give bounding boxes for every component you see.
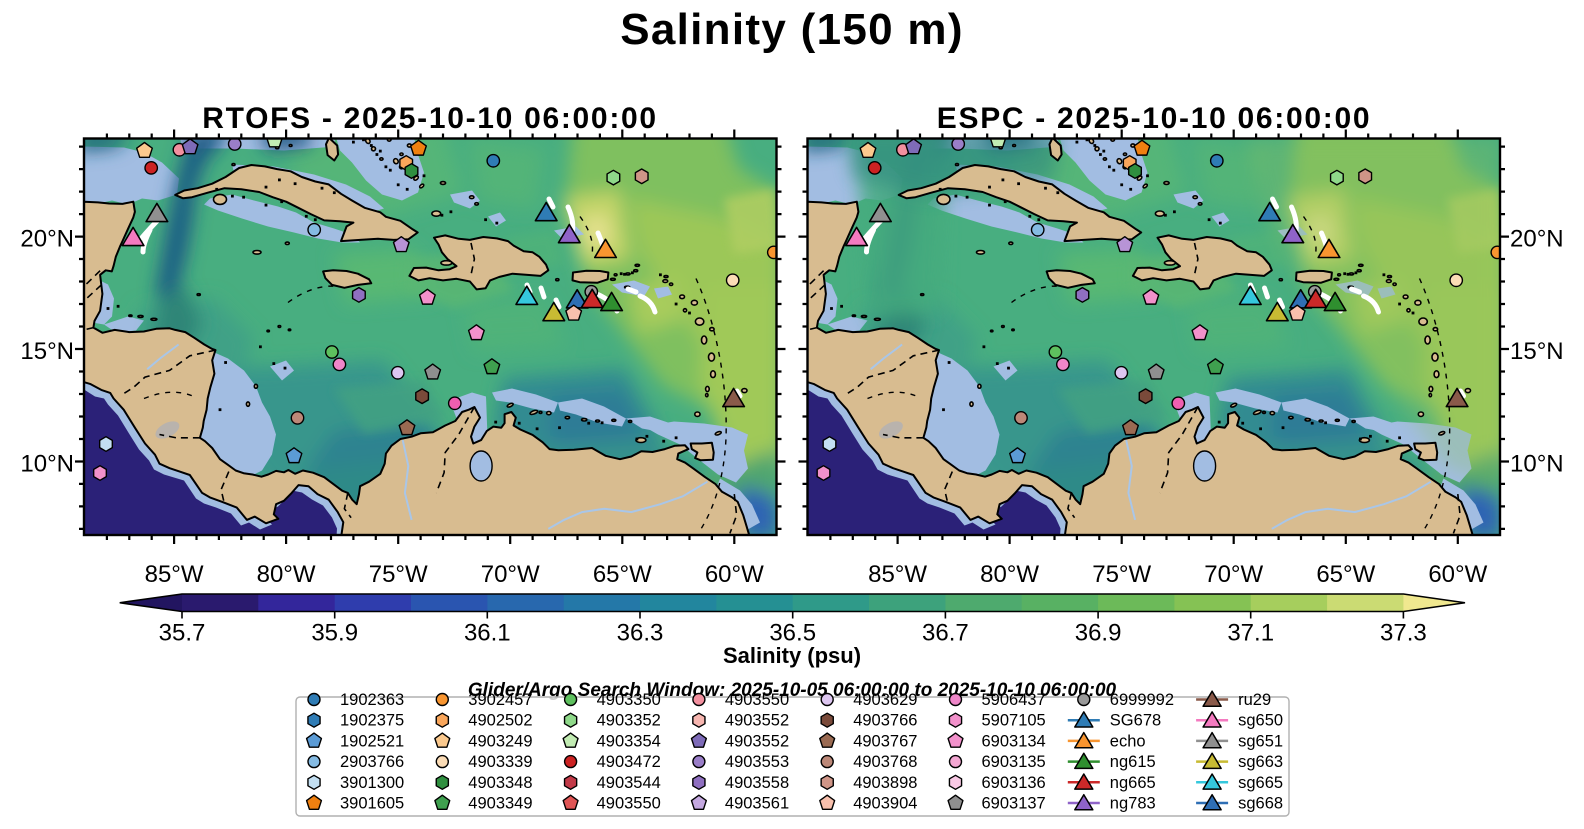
- svg-text:6903137: 6903137: [982, 795, 1046, 813]
- svg-text:36.7: 36.7: [922, 620, 969, 647]
- svg-text:Salinity (150 m): Salinity (150 m): [620, 5, 964, 54]
- svg-text:60°W: 60°W: [1428, 561, 1487, 588]
- svg-text:4903249: 4903249: [468, 732, 532, 750]
- svg-text:10°N: 10°N: [1510, 451, 1564, 478]
- svg-text:36.3: 36.3: [617, 620, 664, 647]
- svg-text:4903550: 4903550: [597, 795, 661, 813]
- svg-text:Salinity (psu): Salinity (psu): [723, 643, 861, 668]
- svg-text:ru29: ru29: [1238, 691, 1271, 709]
- svg-text:sg663: sg663: [1238, 753, 1283, 771]
- svg-text:4903354: 4903354: [597, 732, 661, 750]
- svg-text:60°W: 60°W: [705, 561, 764, 588]
- svg-text:4903629: 4903629: [853, 691, 917, 709]
- svg-text:35.7: 35.7: [159, 620, 206, 647]
- svg-text:10°N: 10°N: [20, 451, 74, 478]
- svg-text:20°N: 20°N: [1510, 226, 1564, 253]
- svg-text:ng783: ng783: [1110, 795, 1156, 813]
- svg-text:ng665: ng665: [1110, 774, 1156, 792]
- svg-text:4903904: 4903904: [853, 795, 917, 813]
- svg-text:4902502: 4902502: [468, 712, 532, 730]
- svg-text:37.1: 37.1: [1227, 620, 1274, 647]
- svg-text:4903472: 4903472: [597, 753, 661, 771]
- svg-text:15°N: 15°N: [1510, 338, 1564, 365]
- svg-text:65°W: 65°W: [1316, 561, 1375, 588]
- svg-text:SG678: SG678: [1110, 712, 1161, 730]
- svg-text:sg651: sg651: [1238, 732, 1283, 750]
- svg-text:4903768: 4903768: [853, 753, 917, 771]
- svg-text:1902521: 1902521: [340, 732, 404, 750]
- svg-text:36.5: 36.5: [769, 620, 816, 647]
- svg-text:3901300: 3901300: [340, 774, 404, 792]
- svg-text:4903350: 4903350: [597, 691, 661, 709]
- svg-text:6903136: 6903136: [982, 774, 1046, 792]
- svg-text:4903339: 4903339: [468, 753, 532, 771]
- svg-text:4903767: 4903767: [853, 732, 917, 750]
- svg-text:4903550: 4903550: [725, 691, 789, 709]
- svg-text:4903898: 4903898: [853, 774, 917, 792]
- svg-text:sg668: sg668: [1238, 795, 1283, 813]
- svg-text:1902363: 1902363: [340, 691, 404, 709]
- svg-text:4903558: 4903558: [725, 774, 789, 792]
- svg-text:ESPC - 2025-10-10 06:00:00: ESPC - 2025-10-10 06:00:00: [937, 102, 1371, 135]
- svg-text:sg650: sg650: [1238, 712, 1283, 730]
- svg-text:4903561: 4903561: [725, 795, 789, 813]
- svg-text:4903553: 4903553: [725, 753, 789, 771]
- svg-text:RTOFS - 2025-10-10 06:00:00: RTOFS - 2025-10-10 06:00:00: [202, 102, 658, 135]
- svg-text:4903352: 4903352: [597, 712, 661, 730]
- svg-text:80°W: 80°W: [257, 561, 316, 588]
- svg-text:4903766: 4903766: [853, 712, 917, 730]
- svg-text:20°N: 20°N: [20, 226, 74, 253]
- svg-text:85°W: 85°W: [868, 561, 927, 588]
- svg-text:85°W: 85°W: [145, 561, 204, 588]
- svg-text:70°W: 70°W: [1204, 561, 1263, 588]
- svg-text:6903134: 6903134: [982, 732, 1046, 750]
- svg-text:2903766: 2903766: [340, 753, 404, 771]
- svg-text:15°N: 15°N: [20, 338, 74, 365]
- svg-text:3901605: 3901605: [340, 795, 404, 813]
- svg-text:4903349: 4903349: [468, 795, 532, 813]
- svg-text:35.9: 35.9: [311, 620, 358, 647]
- svg-text:ng615: ng615: [1110, 753, 1156, 771]
- svg-text:70°W: 70°W: [481, 561, 540, 588]
- svg-text:6903135: 6903135: [982, 753, 1046, 771]
- svg-text:5907105: 5907105: [982, 712, 1046, 730]
- svg-text:75°W: 75°W: [1092, 561, 1151, 588]
- svg-text:4903348: 4903348: [468, 774, 532, 792]
- svg-text:65°W: 65°W: [593, 561, 652, 588]
- svg-text:5906437: 5906437: [982, 691, 1046, 709]
- svg-text:4903552: 4903552: [725, 712, 789, 730]
- svg-text:1902375: 1902375: [340, 712, 404, 730]
- svg-text:37.3: 37.3: [1380, 620, 1427, 647]
- svg-text:80°W: 80°W: [980, 561, 1039, 588]
- svg-text:6999992: 6999992: [1110, 691, 1174, 709]
- svg-text:4903552: 4903552: [725, 732, 789, 750]
- svg-text:sg665: sg665: [1238, 774, 1283, 792]
- svg-text:echo: echo: [1110, 732, 1146, 750]
- svg-text:3902457: 3902457: [468, 691, 532, 709]
- svg-text:75°W: 75°W: [369, 561, 428, 588]
- svg-text:36.1: 36.1: [464, 620, 511, 647]
- svg-text:36.9: 36.9: [1075, 620, 1122, 647]
- svg-text:4903544: 4903544: [597, 774, 661, 792]
